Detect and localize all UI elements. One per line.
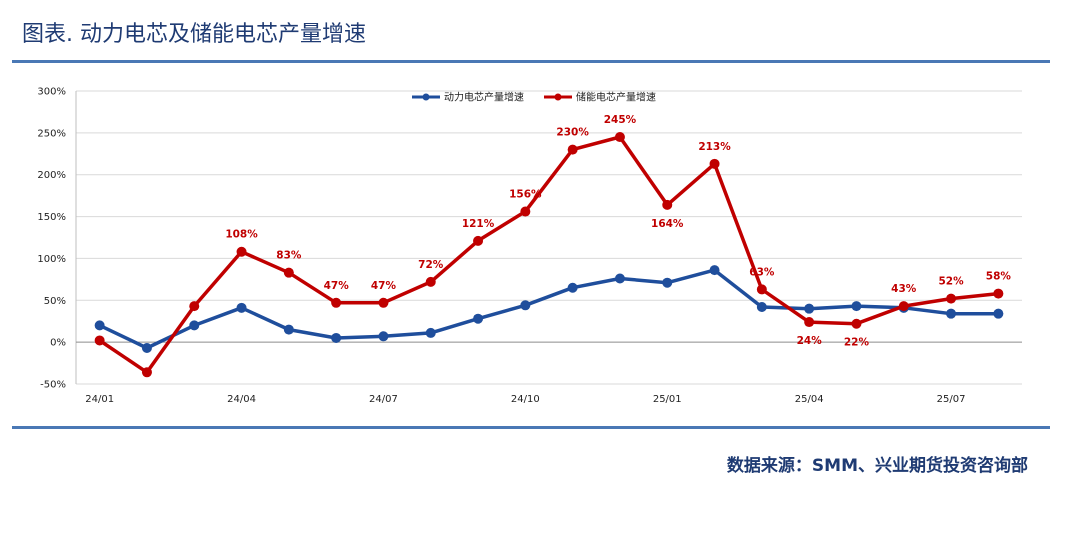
x-tick-label: 24/01 <box>85 394 114 405</box>
data-label: 164% <box>651 218 684 230</box>
data-point <box>662 277 673 288</box>
series-line-1 <box>98 268 999 350</box>
data-point <box>189 301 200 312</box>
data-label: 47% <box>371 280 397 292</box>
legend-swatch-marker <box>422 93 430 101</box>
data-point <box>520 300 531 311</box>
data-point <box>851 301 862 312</box>
data-point <box>189 320 200 331</box>
data-point <box>804 303 815 314</box>
data-point <box>851 318 862 329</box>
data-point <box>283 267 294 278</box>
y-tick-label: 0% <box>50 338 66 349</box>
x-tick-label: 24/10 <box>511 394 540 405</box>
series-lines <box>94 132 1004 378</box>
data-point <box>425 327 436 338</box>
y-tick-label: 250% <box>37 128 66 139</box>
data-point <box>709 158 720 169</box>
line-chart: -50% 0% 50% 100% 150% 200% 250% 300% 24/01 24/04 2… <box>37 87 1022 405</box>
data-label: 63% <box>749 266 775 278</box>
x-tick-label: 25/04 <box>795 394 824 405</box>
data-point <box>662 199 673 210</box>
x-tick-label: 24/04 <box>227 394 256 405</box>
data-label: 43% <box>891 283 917 295</box>
data-point <box>473 313 484 324</box>
data-point <box>378 297 389 308</box>
bottom-divider <box>12 426 1050 429</box>
data-point <box>614 273 625 284</box>
data-point <box>993 308 1004 319</box>
data-point <box>141 367 152 378</box>
data-label: 24% <box>797 335 823 347</box>
data-label: 83% <box>276 250 302 262</box>
y-tick-label: 200% <box>37 170 66 181</box>
data-point <box>473 235 484 246</box>
data-point <box>756 284 767 295</box>
data-point <box>331 332 342 343</box>
y-tick-label: 100% <box>37 254 66 265</box>
data-label: 213% <box>698 141 731 153</box>
data-labels: 108% 83% 47% 47% 72% 121% 156% 230% 245% 164% 213%… <box>225 114 1011 349</box>
data-label: 230% <box>556 127 589 139</box>
data-point <box>94 320 105 331</box>
data-point <box>993 288 1004 299</box>
legend-label: 储能电芯产量增速 <box>576 91 656 104</box>
data-point <box>709 265 720 276</box>
data-label: 245% <box>604 114 637 126</box>
data-point <box>946 308 957 319</box>
data-point <box>236 246 247 257</box>
page-title: 图表. 动力电芯及储能电芯产量增速 <box>22 22 366 47</box>
legend-label: 动力电芯产量增速 <box>444 91 524 104</box>
data-label: 58% <box>986 271 1012 283</box>
y-tick-label: -50% <box>40 380 66 391</box>
data-point <box>614 132 625 143</box>
data-point <box>946 293 957 304</box>
data-point <box>236 302 247 313</box>
data-point <box>520 206 531 217</box>
legend: 动力电芯产量增速 储能电芯产量增速 <box>412 91 656 104</box>
data-label: 22% <box>844 337 870 349</box>
data-point <box>567 144 578 155</box>
data-point <box>331 297 342 308</box>
x-tick-label: 24/07 <box>369 394 398 405</box>
data-source: 数据来源：SMM、兴业期货投资咨询部 <box>726 456 1028 476</box>
legend-swatch-marker <box>554 93 562 101</box>
data-label: 47% <box>324 280 350 292</box>
data-point <box>425 276 436 287</box>
data-point <box>141 343 152 354</box>
axes: -50% 0% 50% 100% 150% 200% 250% 300% 24/01 24/04 2… <box>37 87 1022 405</box>
y-tick-label: 150% <box>37 212 66 223</box>
data-point <box>283 324 294 335</box>
data-point <box>378 331 389 342</box>
top-divider <box>12 60 1050 63</box>
data-label: 52% <box>938 276 964 288</box>
data-label: 156% <box>509 189 542 201</box>
y-tick-label: 300% <box>37 87 66 98</box>
series-line-2 <box>98 135 999 375</box>
data-label: 121% <box>462 218 495 230</box>
x-tick-label: 25/01 <box>653 394 682 405</box>
y-tick-label: 50% <box>44 296 66 307</box>
data-point <box>804 317 815 328</box>
data-label: 108% <box>225 229 258 241</box>
x-tick-label: 25/07 <box>937 394 966 405</box>
data-point <box>94 335 105 346</box>
data-point <box>756 301 767 312</box>
data-point <box>567 282 578 293</box>
data-point <box>898 301 909 312</box>
gridlines <box>76 90 1022 385</box>
data-label: 72% <box>418 259 444 271</box>
